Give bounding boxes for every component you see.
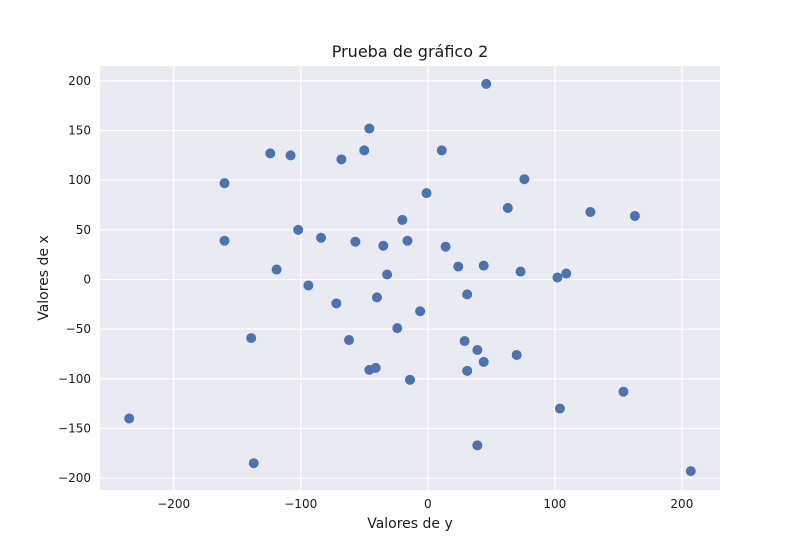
data-point — [472, 344, 483, 355]
chart-title: Prueba de gráfico 2 — [332, 42, 489, 61]
data-point — [519, 174, 530, 185]
data-point — [402, 235, 413, 246]
data-point — [392, 323, 403, 334]
data-point — [552, 272, 563, 283]
data-point — [285, 150, 296, 161]
data-point — [502, 202, 513, 213]
y-axis-ticks: −200 −150 −100 −50 0 50 100 150 200 — [58, 74, 91, 485]
data-points — [124, 78, 696, 477]
data-point — [462, 289, 473, 300]
data-point — [371, 292, 382, 303]
x-tick-label: −100 — [284, 497, 317, 511]
data-point — [382, 269, 393, 280]
y-tick-label: −50 — [66, 322, 91, 336]
data-point — [511, 349, 522, 360]
y-axis-label: Valores de x — [36, 235, 52, 321]
data-point — [248, 458, 259, 469]
data-point — [585, 206, 596, 217]
data-point — [316, 232, 327, 243]
data-point — [303, 280, 314, 291]
data-point — [124, 413, 135, 424]
y-tick-label: −100 — [58, 372, 91, 386]
x-tick-label: 200 — [670, 497, 693, 511]
data-point — [350, 236, 361, 247]
data-point — [336, 154, 347, 165]
data-point — [472, 440, 483, 451]
y-tick-label: 50 — [76, 223, 91, 237]
y-tick-label: 150 — [68, 124, 91, 138]
data-point — [405, 374, 415, 385]
data-point — [453, 261, 464, 272]
x-axis-label: Valores de y — [367, 516, 453, 532]
data-point — [364, 123, 375, 134]
plot-area — [100, 66, 720, 490]
data-point — [331, 298, 342, 309]
data-point — [685, 466, 696, 477]
y-tick-label: −150 — [58, 421, 91, 435]
data-point — [478, 356, 489, 367]
data-point — [364, 364, 375, 375]
data-point — [459, 336, 470, 347]
data-point — [219, 178, 230, 189]
data-point — [219, 235, 230, 246]
grid-lines — [100, 66, 720, 490]
data-point — [629, 210, 640, 221]
data-point — [618, 386, 629, 397]
y-tick-label: 100 — [68, 173, 91, 187]
data-point — [436, 145, 447, 156]
data-point — [359, 145, 370, 156]
data-point — [421, 188, 432, 199]
data-point — [561, 268, 572, 279]
data-point — [515, 266, 526, 277]
x-tick-label: 0 — [424, 497, 432, 511]
x-tick-label: −200 — [157, 497, 190, 511]
y-tick-label: 0 — [83, 272, 91, 286]
data-point — [344, 335, 355, 346]
data-point — [397, 214, 408, 225]
data-point — [246, 333, 257, 344]
data-point — [271, 264, 282, 275]
y-tick-label: −200 — [58, 471, 91, 485]
data-point — [440, 241, 451, 252]
data-point — [378, 240, 389, 251]
data-point — [415, 306, 426, 317]
x-axis-ticks: −200 −100 0 100 200 — [157, 497, 693, 511]
data-point — [478, 260, 489, 271]
y-tick-label: 200 — [68, 74, 91, 88]
data-point — [265, 148, 276, 159]
data-point — [481, 78, 492, 89]
data-point — [554, 403, 565, 414]
data-point — [293, 224, 304, 235]
x-tick-label: 100 — [543, 497, 566, 511]
data-point — [462, 365, 473, 376]
